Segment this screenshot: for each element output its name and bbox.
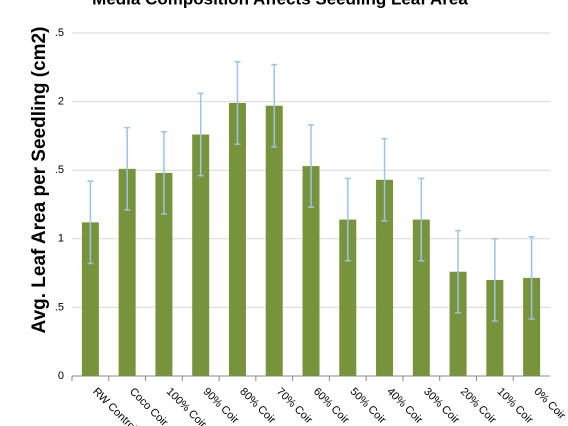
y-tick-label: .5	[55, 27, 64, 39]
bar	[192, 134, 210, 376]
chart-title: Media Composition Affects Seedling Leaf …	[92, 0, 468, 8]
y-tick-label: .5	[55, 301, 64, 313]
bar	[339, 219, 357, 376]
bar	[81, 222, 99, 376]
bar	[118, 168, 136, 376]
x-tick-label: 40% Coir	[384, 386, 425, 426]
bar	[412, 219, 430, 376]
y-axis-title: Avg. Leaf Area per Seedling (cm2)	[29, 27, 50, 334]
bar	[449, 271, 467, 376]
x-tick-label: 60% Coir	[311, 386, 352, 426]
bar	[228, 102, 246, 377]
y-tick-label: 0	[58, 370, 64, 382]
x-tick-label: 80% Coir	[237, 386, 278, 426]
bar	[155, 172, 173, 376]
y-tick-label: .5	[55, 164, 64, 176]
x-tick-label: 70% Coir	[274, 386, 315, 426]
y-tick-label: 1	[58, 233, 64, 245]
bar	[376, 179, 394, 376]
bar	[265, 105, 283, 376]
x-tick-label: 30% Coir	[421, 386, 462, 426]
bar	[486, 279, 504, 376]
bar	[523, 277, 541, 376]
x-tick-label: 50% Coir	[348, 386, 389, 426]
x-tick-label: 20% Coir	[458, 386, 499, 426]
y-tick-label: 2	[58, 96, 64, 108]
x-tick-label: 0% Coir	[531, 386, 567, 422]
x-tick-label: 10% Coir	[495, 386, 536, 426]
bar	[302, 166, 320, 376]
